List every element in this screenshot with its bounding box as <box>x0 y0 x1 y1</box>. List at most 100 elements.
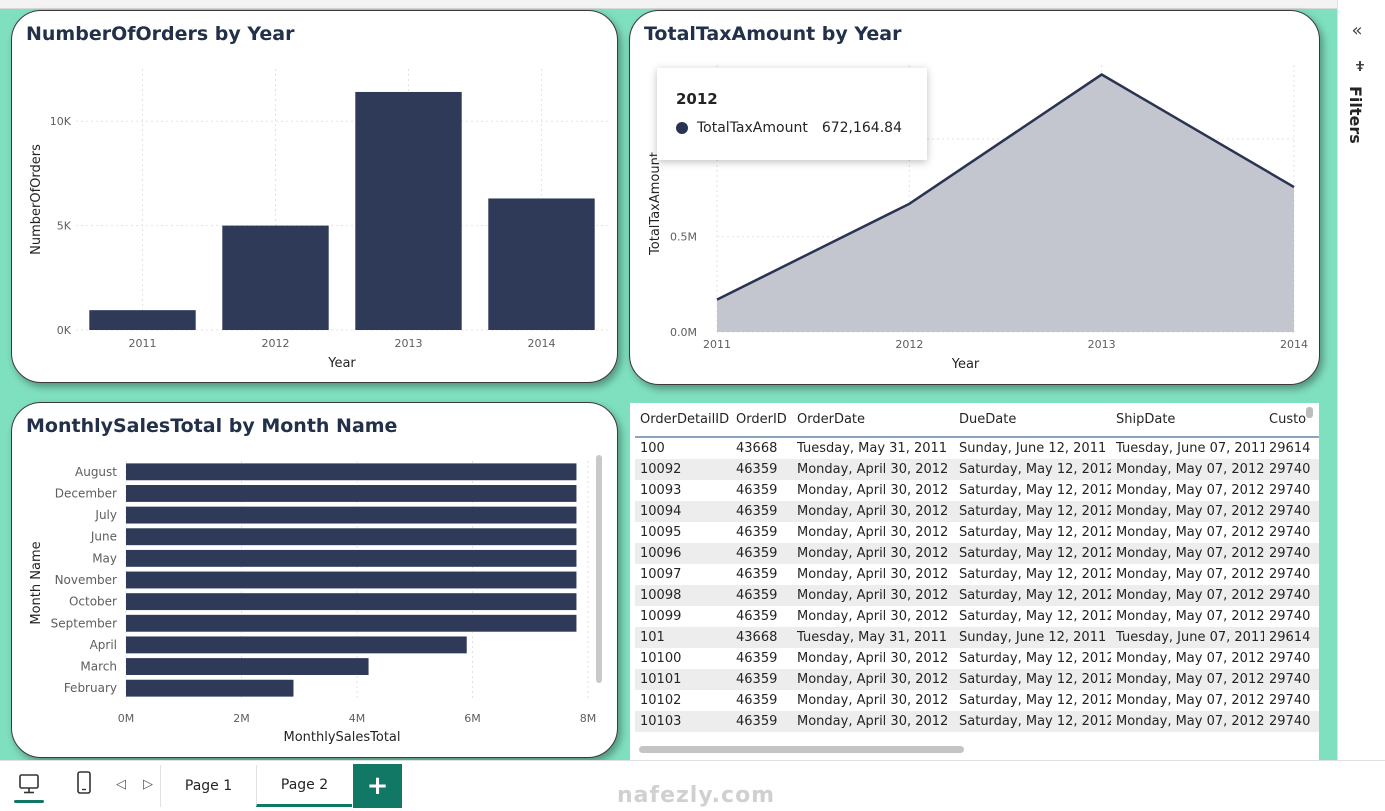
column-header[interactable]: OrderDetailID <box>635 403 731 438</box>
table-cell: 46359 <box>731 543 792 564</box>
y-tick-label: December <box>55 486 117 500</box>
tax-by-year-visual[interactable]: TotalTaxAmount by Year 0.0M 0.5M 2011 2012 2… <box>629 10 1320 385</box>
table-row[interactable]: 10095 46359 Monday, April 30, 2012 Saturday… <box>635 522 1319 543</box>
bar <box>222 225 329 330</box>
table-cell: Monday, May 07, 2012 <box>1116 483 1264 498</box>
x-tick-label: 2M <box>233 712 250 725</box>
watermark: nafezly.com <box>617 783 776 808</box>
table-row[interactable]: 10093 46359 Monday, April 30, 2012 Saturday… <box>635 480 1319 501</box>
filters-pane <box>1337 0 1385 760</box>
next-page-icon[interactable]: ▷ <box>143 777 153 792</box>
table-cell: 29740 <box>1264 585 1319 606</box>
table-cell: 43668 <box>731 627 792 648</box>
table-row[interactable]: 10096 46359 Monday, April 30, 2012 Saturday… <box>635 543 1319 564</box>
table-cell: 10094 <box>635 501 731 522</box>
orders-by-year-visual[interactable]: NumberOfOrders by Year 0K 5K 10K 2011 2012 20… <box>11 10 618 383</box>
bar <box>126 463 577 481</box>
table-row[interactable]: 10103 46359 Monday, April 30, 2012 Saturday… <box>635 711 1319 732</box>
filters-label[interactable]: Filters <box>1346 86 1365 144</box>
bar <box>126 636 467 654</box>
table-cell: Tuesday, May 31, 2011 <box>797 441 948 456</box>
column-header[interactable]: DueDate <box>954 403 1111 438</box>
monthly-sales-visual[interactable]: MonthlySalesTotal by Month Name 0M 2M 4M 6M… <box>11 402 618 758</box>
table-cell: 46359 <box>731 501 792 522</box>
table-cell: Monday, May 07, 2012 <box>1116 651 1264 666</box>
x-tick-label: 2011 <box>129 337 157 350</box>
table-cell: 43668 <box>736 441 778 456</box>
tab-page-1[interactable]: Page 1 <box>160 765 256 807</box>
desktop-icon[interactable] <box>14 770 44 800</box>
monthly-chart-title: MonthlySalesTotal by Month Name <box>26 415 398 437</box>
table-header-row: OrderDetailID OrderID OrderDate DueDate Ship… <box>635 403 1319 438</box>
table-row[interactable]: 10100 46359 Monday, April 30, 2012 Saturday… <box>635 648 1319 669</box>
column-header[interactable]: Custo <box>1264 403 1319 438</box>
table-cell: 46359 <box>736 693 778 708</box>
y-tick-label: February <box>64 681 117 695</box>
add-page-button[interactable]: + <box>353 764 402 808</box>
column-header[interactable]: OrderDate <box>792 403 954 438</box>
tab-page-2[interactable]: Page 2 <box>256 765 352 807</box>
previous-page-icon[interactable]: ◁ <box>116 777 126 792</box>
table-cell: Monday, May 07, 2012 <box>1111 585 1264 606</box>
table-cell: Saturday, May 12, 2012 <box>954 543 1111 564</box>
table-cell: 10093 <box>640 483 682 498</box>
filter-icon[interactable] <box>1355 60 1365 72</box>
bar <box>89 310 196 330</box>
table-cell: 46359 <box>736 651 778 666</box>
monthly-bar-chart: 0M 2M 4M 6M 8M August December July June May Novem… <box>29 461 597 745</box>
tooltip-year: 2012 <box>676 90 718 108</box>
area-fill <box>717 74 1294 333</box>
orders-chart-title: NumberOfOrders by Year <box>26 23 295 45</box>
table-cell: 29740 <box>1264 501 1319 522</box>
x-tick-label: 8M <box>580 712 597 725</box>
y-tick-label: 10K <box>50 115 72 128</box>
double-chevron-left-icon[interactable]: « <box>1351 20 1363 41</box>
bar <box>126 593 577 611</box>
table-horizontal-scrollbar[interactable] <box>639 746 964 753</box>
table-cell: 46359 <box>731 669 792 690</box>
bar <box>126 571 577 589</box>
column-header[interactable]: OrderID <box>731 403 792 438</box>
table-row[interactable]: 10098 46359 Monday, April 30, 2012 Saturday… <box>635 585 1319 606</box>
x-tick-label: 2012 <box>262 337 290 350</box>
table-cell: 10092 <box>635 459 731 480</box>
table-row[interactable]: 10092 46359 Monday, April 30, 2012 Saturday… <box>635 459 1319 480</box>
table-cell: 29740 <box>1269 567 1311 582</box>
table-row[interactable]: 10101 46359 Monday, April 30, 2012 Saturday… <box>635 669 1319 690</box>
bar <box>126 528 577 546</box>
table-cell: Monday, April 30, 2012 <box>797 651 949 666</box>
table-cell: Monday, May 07, 2012 <box>1116 609 1264 624</box>
table-cell: Monday, May 07, 2012 <box>1116 567 1264 582</box>
bar <box>488 198 595 330</box>
bar <box>126 506 577 524</box>
x-tick-label: 6M <box>464 712 481 725</box>
table-row[interactable]: 10102 46359 Monday, April 30, 2012 Saturday… <box>635 690 1319 711</box>
table-vertical-scrollbar[interactable] <box>1306 407 1313 418</box>
y-tick-label: September <box>51 616 117 630</box>
table-row[interactable]: 10097 46359 Monday, April 30, 2012 Saturday… <box>635 564 1319 585</box>
table-cell: 29614 <box>1269 441 1311 456</box>
y-tick-label: August <box>75 465 117 479</box>
chart-tooltip: 2012 TotalTaxAmount 672,164.84 <box>657 68 927 160</box>
table-cell: Saturday, May 12, 2012 <box>959 525 1111 540</box>
chart-vertical-scrollbar[interactable] <box>596 455 602 683</box>
y-tick-label: 5K <box>57 220 72 233</box>
y-tick-label: November <box>55 573 117 587</box>
table-row[interactable]: 100 43668 Tuesday, May 31, 2011 Sunday, Jun… <box>635 437 1319 459</box>
table-row[interactable]: 10094 46359 Monday, April 30, 2012 Saturday… <box>635 501 1319 522</box>
y-tick-label: June <box>90 530 117 544</box>
table-cell: 100 <box>640 441 665 456</box>
y-tick-label: April <box>90 638 117 652</box>
table-row[interactable]: 10099 46359 Monday, April 30, 2012 Saturday… <box>635 606 1319 627</box>
column-header[interactable]: ShipDate <box>1111 403 1264 438</box>
table-cell: 10098 <box>635 585 731 606</box>
table-cell: 29740 <box>1264 669 1319 690</box>
table-cell: Monday, May 07, 2012 <box>1116 693 1264 708</box>
table-row[interactable]: 101 43668 Tuesday, May 31, 2011 Sunday, Jun… <box>635 627 1319 648</box>
orders-bar-chart: 0K 5K 10K 2011 2012 2013 2014 Year NumberOfOrder… <box>29 69 608 371</box>
table-cell: 46359 <box>736 525 778 540</box>
order-details-table-visual[interactable]: OrderDetailID OrderID OrderDate DueDate Ship… <box>630 403 1319 760</box>
table-cell: Saturday, May 12, 2012 <box>954 669 1111 690</box>
table-cell: 10096 <box>635 543 731 564</box>
phone-icon[interactable] <box>74 770 94 796</box>
